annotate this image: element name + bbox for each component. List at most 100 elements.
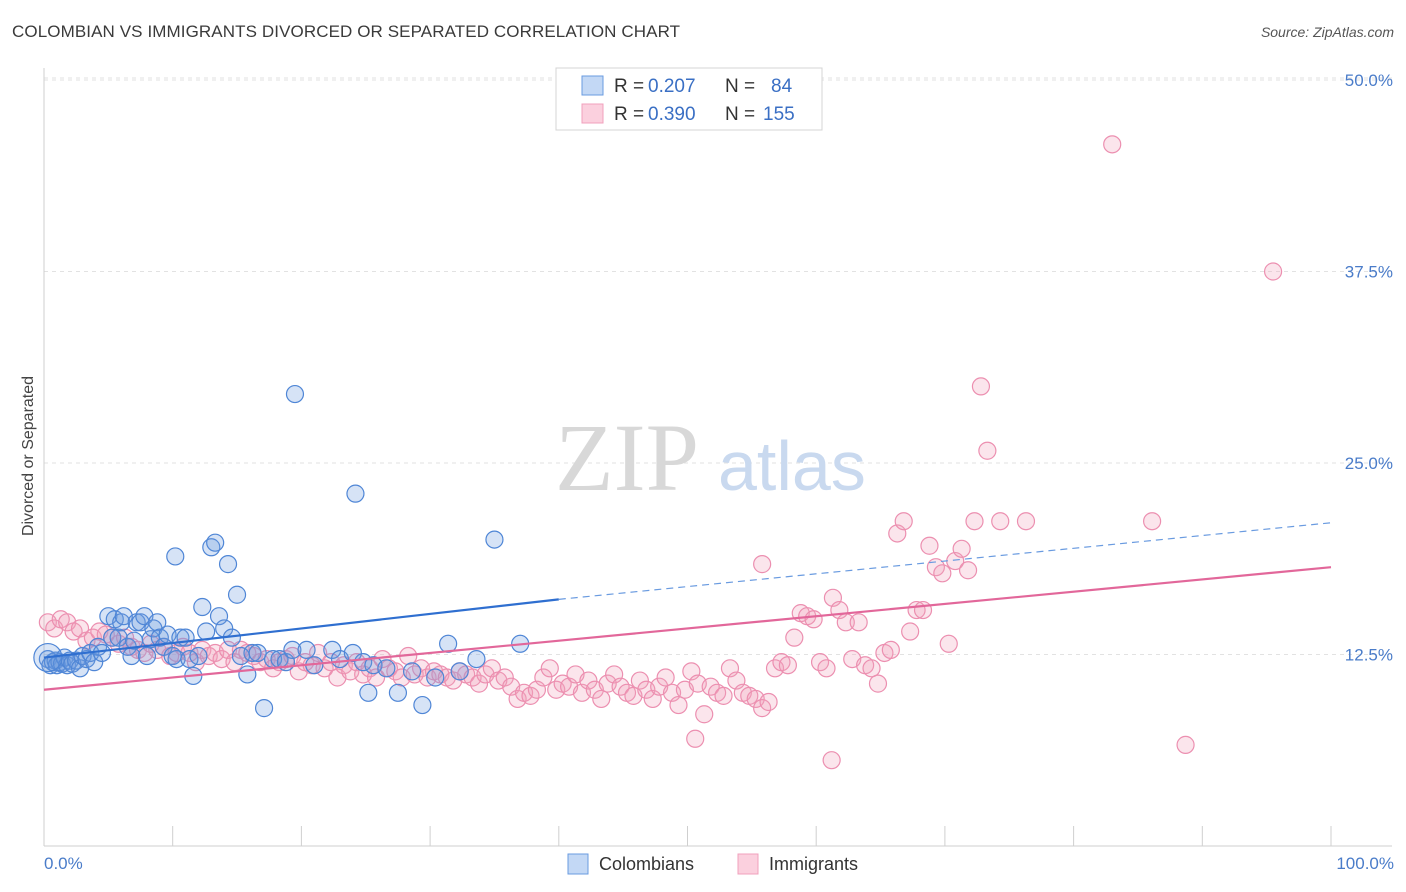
watermark-atlas: atlas bbox=[718, 427, 866, 505]
point-immigrants bbox=[804, 610, 823, 629]
point-colombians bbox=[283, 640, 302, 660]
y-tick-label: 37.5% bbox=[1345, 263, 1393, 282]
point-immigrants bbox=[920, 536, 939, 555]
watermark: ZIP atlas bbox=[555, 404, 866, 511]
point-immigrants bbox=[868, 674, 888, 693]
point-colombians bbox=[323, 640, 342, 660]
point-immigrants bbox=[971, 377, 991, 396]
point-immigrants bbox=[669, 695, 688, 715]
point-immigrants bbox=[849, 613, 868, 632]
point-colombians bbox=[92, 643, 112, 663]
point-colombians bbox=[166, 547, 185, 566]
legend-swatch-colombians bbox=[581, 75, 604, 96]
point-colombians bbox=[297, 640, 316, 660]
point-colombians bbox=[122, 646, 141, 666]
point-colombians bbox=[402, 662, 422, 681]
point-immigrants bbox=[592, 689, 611, 709]
legend-r-label-immigrants: R = bbox=[614, 104, 644, 125]
point-immigrants bbox=[822, 751, 841, 770]
point-colombians bbox=[359, 683, 378, 702]
point-colombians bbox=[346, 484, 365, 503]
point-immigrants bbox=[656, 668, 675, 687]
point-immigrants bbox=[1263, 262, 1283, 281]
point-immigrants bbox=[759, 692, 778, 712]
point-colombians bbox=[189, 646, 208, 666]
point-colombians bbox=[343, 643, 362, 663]
point-colombians bbox=[254, 699, 274, 718]
point-immigrants bbox=[579, 671, 598, 690]
point-immigrants bbox=[540, 659, 559, 678]
bottom-legend-label-colombians: Colombians bbox=[599, 854, 694, 874]
point-colombians bbox=[167, 649, 186, 669]
point-colombians bbox=[227, 585, 247, 604]
point-colombians bbox=[85, 653, 104, 672]
bottom-legend-swatch-immigrants bbox=[737, 853, 759, 875]
point-immigrants bbox=[894, 512, 913, 531]
point-immigrants bbox=[1143, 512, 1162, 531]
legend-r-label-colombians: R = bbox=[614, 76, 644, 97]
point-immigrants bbox=[939, 634, 958, 653]
point-immigrants bbox=[778, 656, 797, 675]
point-immigrants bbox=[978, 441, 997, 460]
gridlines bbox=[44, 77, 1392, 655]
point-colombians bbox=[243, 643, 262, 663]
y-tick-labels: 12.5% 25.0% 37.5% 50.0% bbox=[1345, 71, 1393, 665]
chart-title: COLOMBIAN VS IMMIGRANTS DIVORCED OR SEPA… bbox=[12, 22, 681, 41]
y-axis-title: Divorced or Separated bbox=[20, 376, 37, 536]
point-colombians bbox=[238, 665, 257, 684]
trend-line-colombians-extension bbox=[558, 522, 1332, 600]
legend: R = 0.207 N = 84 R = 0.390 N = 155 bbox=[555, 67, 823, 131]
trend-line-immigrants bbox=[43, 566, 1332, 691]
point-immigrants bbox=[933, 564, 952, 583]
point-immigrants bbox=[901, 622, 920, 641]
point-immigrants bbox=[1176, 735, 1195, 754]
bottom-legend-label-immigrants: Immigrants bbox=[769, 854, 858, 874]
point-colombians bbox=[206, 533, 225, 552]
chart-source: Source: ZipAtlas.com bbox=[1260, 24, 1394, 40]
legend-n-label-immigrants: N = bbox=[725, 104, 755, 125]
point-immigrants bbox=[881, 640, 900, 660]
point-colombians bbox=[137, 646, 157, 666]
point-colombians bbox=[176, 628, 195, 647]
bottom-legend-swatch-colombians bbox=[567, 853, 589, 875]
point-colombians bbox=[413, 695, 432, 715]
point-colombians bbox=[388, 683, 408, 702]
point-immigrants bbox=[913, 600, 933, 620]
point-colombians bbox=[467, 649, 486, 669]
point-immigrants bbox=[534, 668, 553, 687]
y-tick-label: 25.0% bbox=[1345, 454, 1393, 473]
legend-swatch-immigrants bbox=[581, 103, 604, 124]
point-immigrants bbox=[753, 555, 772, 574]
legend-r-value-colombians: 0.207 bbox=[648, 76, 696, 97]
point-immigrants bbox=[952, 539, 971, 558]
legend-n-value-immigrants: 155 bbox=[763, 104, 795, 125]
point-immigrants bbox=[469, 674, 489, 693]
point-colombians bbox=[426, 668, 445, 687]
bottom-legend: Colombians Immigrants bbox=[567, 853, 858, 875]
point-immigrants bbox=[958, 561, 978, 580]
legend-n-label-colombians: N = bbox=[725, 76, 755, 97]
point-immigrants bbox=[1016, 512, 1036, 531]
x-ticks bbox=[43, 826, 1332, 846]
watermark-zip: ZIP bbox=[555, 404, 699, 511]
y-tick-label: 50.0% bbox=[1345, 71, 1393, 90]
point-colombians bbox=[248, 643, 267, 663]
legend-n-value-colombians: 84 bbox=[771, 76, 793, 97]
point-colombians bbox=[218, 555, 238, 574]
point-colombians bbox=[450, 662, 469, 681]
point-colombians bbox=[485, 530, 504, 549]
point-immigrants bbox=[495, 668, 514, 687]
point-immigrants bbox=[817, 659, 836, 678]
point-colombians bbox=[193, 597, 212, 617]
point-colombians bbox=[377, 659, 396, 678]
point-immigrants bbox=[695, 705, 714, 724]
point-immigrants bbox=[686, 729, 705, 748]
x-tick-label-end: 100.0% bbox=[1336, 854, 1394, 873]
trend-line-colombians bbox=[43, 598, 559, 659]
point-immigrants bbox=[1103, 135, 1122, 154]
legend-r-value-immigrants: 0.390 bbox=[648, 104, 696, 125]
point-immigrants bbox=[785, 628, 804, 647]
trend-lines bbox=[43, 522, 1332, 691]
point-immigrants bbox=[714, 686, 733, 705]
